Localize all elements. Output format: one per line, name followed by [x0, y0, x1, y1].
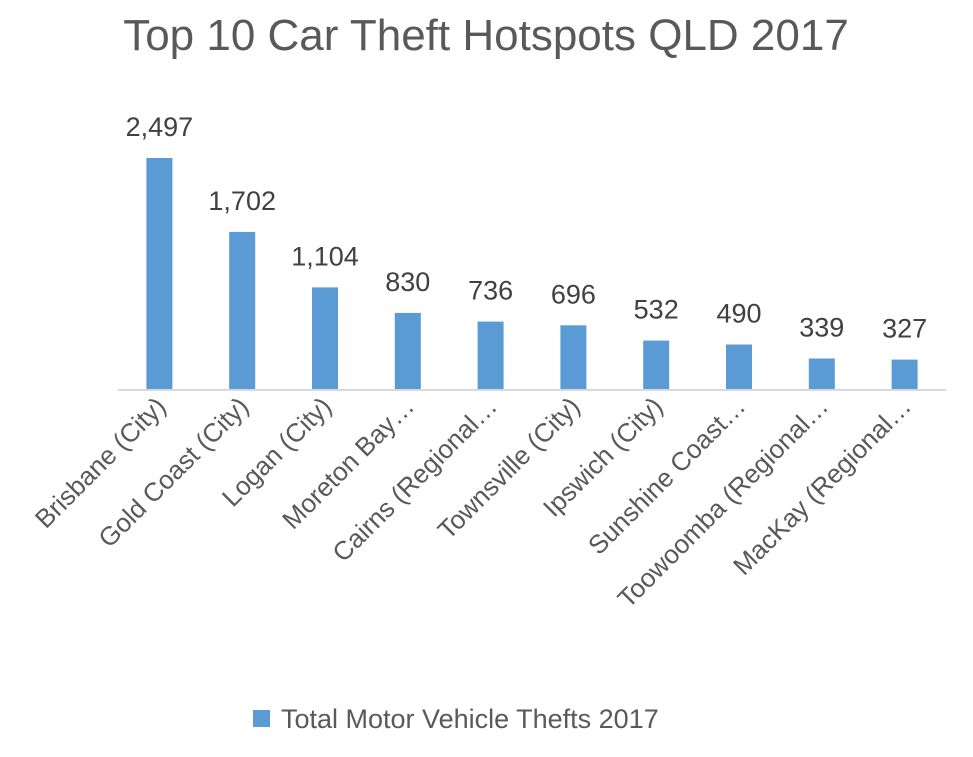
- data-label: 327: [882, 314, 927, 344]
- data-label: 490: [716, 299, 761, 329]
- chart-title: Top 10 Car Theft Hotspots QLD 2017: [123, 11, 849, 60]
- bar: [146, 158, 173, 390]
- bar: [312, 287, 338, 390]
- data-label: 696: [551, 279, 596, 309]
- data-label: 1,104: [291, 241, 359, 271]
- data-label: 1,702: [208, 186, 276, 216]
- data-labels-layer: 2,497 1,702 1,104 830 736 696 532 490 339 327: [126, 112, 928, 344]
- bar: [891, 359, 918, 390]
- data-label: 830: [385, 267, 430, 297]
- bar: [229, 231, 256, 390]
- bar: [560, 325, 587, 390]
- bar: [394, 312, 421, 390]
- legend-label: Total Motor Vehicle Thefts 2017: [281, 704, 659, 734]
- legend: Total Motor Vehicle Thefts 2017: [253, 704, 659, 734]
- x-tick-label: Sunshine Coast…: [582, 391, 751, 560]
- bars-layer: [146, 158, 918, 390]
- x-tick-labels-layer: Brisbane (City)Gold Coast (City)Logan (C…: [29, 391, 917, 614]
- bar: [643, 340, 670, 390]
- data-label: 532: [634, 295, 679, 325]
- bar: [808, 358, 835, 390]
- bar: [726, 344, 752, 390]
- x-tick-label: Townsville (City): [432, 391, 586, 545]
- x-tick-label: Gold Coast (City): [92, 391, 254, 553]
- bar: [477, 321, 504, 390]
- data-label: 339: [799, 313, 844, 343]
- legend-swatch: [253, 710, 270, 727]
- data-label: 736: [468, 276, 513, 306]
- data-label: 2,497: [126, 112, 194, 142]
